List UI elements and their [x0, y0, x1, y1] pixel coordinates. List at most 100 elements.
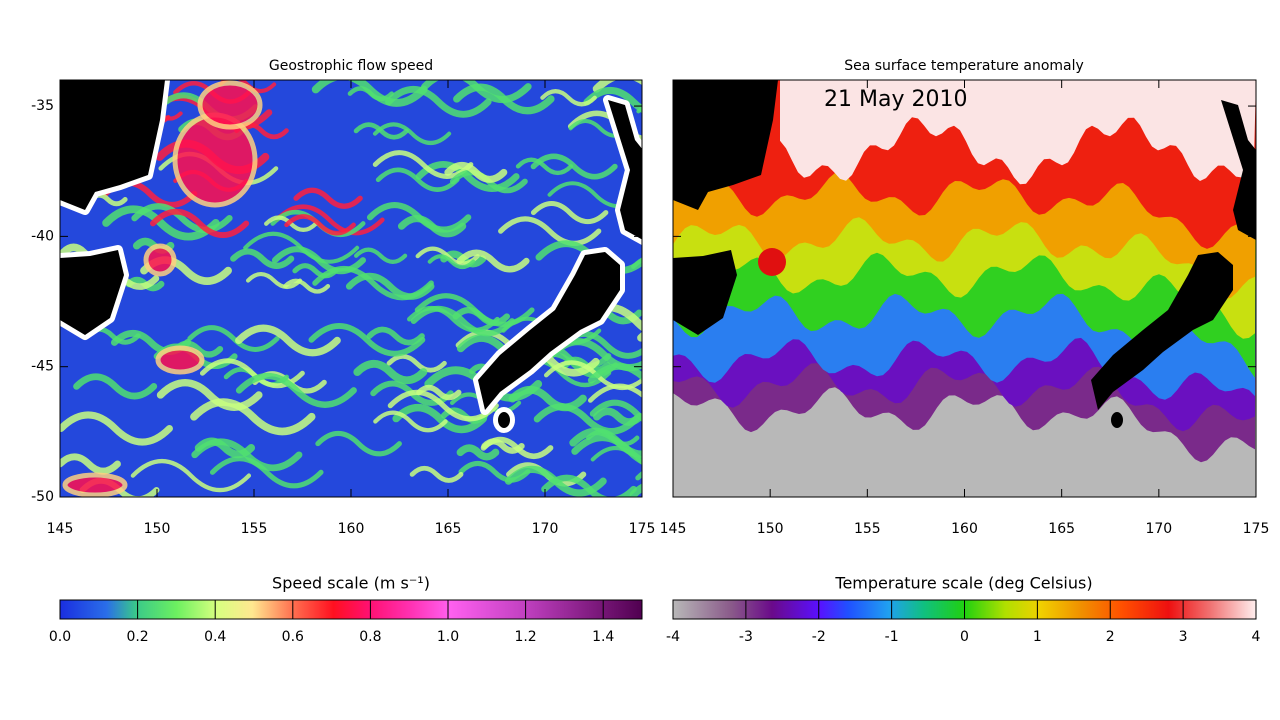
flow-swirl [416, 384, 462, 401]
flow-swirl [530, 153, 618, 180]
flow-swirl [293, 187, 363, 209]
colorbar-tick-label: 1.2 [514, 629, 536, 645]
flow-swirl [427, 254, 476, 270]
flow-swirl [385, 85, 492, 118]
x-tick-label: 160 [951, 521, 978, 537]
flow-hotspot [172, 112, 258, 208]
flow-swirl [387, 389, 499, 422]
x-tick-label: 165 [435, 521, 462, 537]
flow-swirl [149, 208, 250, 238]
flow-swirl [353, 359, 428, 385]
colorbar-tick-label: 0.6 [282, 629, 304, 645]
flow-hotspot [197, 80, 263, 130]
flow-swirl [131, 203, 233, 234]
flow-swirl [415, 160, 520, 192]
colorbar-tick-label: -2 [812, 629, 826, 645]
flow-swirl [569, 427, 642, 458]
flow-swirl [373, 410, 448, 433]
colorbar-title: Speed scale (m s⁻¹) [272, 574, 430, 593]
flow-swirl [353, 122, 409, 140]
flow-swirl [271, 246, 367, 275]
flow-swirl [533, 403, 640, 435]
colorbar-tick-label: 0 [960, 629, 969, 645]
x-tick-label: 170 [532, 521, 559, 537]
flow-hotspot [143, 243, 177, 277]
y-tick-label: -45 [31, 359, 54, 375]
flow-swirl [498, 216, 602, 246]
flow-swirl [407, 305, 500, 333]
flow-swirl [190, 398, 316, 436]
flow-swirl [230, 248, 295, 270]
colorbar-tick-label: 1.0 [437, 629, 459, 645]
flow-swirl [73, 373, 158, 400]
flow-swirl [456, 249, 530, 273]
x-tick-label: 175 [629, 521, 656, 537]
flow-swirl [456, 444, 500, 461]
flow-swirl [583, 86, 642, 114]
x-tick-label: 150 [144, 521, 171, 537]
flow-swirl [187, 325, 280, 352]
flow-swirl [156, 378, 263, 411]
flow-swirl [587, 363, 642, 384]
flow-swirl [235, 324, 341, 357]
flow-swirl [589, 399, 642, 422]
flow-swirl [410, 305, 515, 337]
flow-swirl [375, 167, 460, 192]
flow-swirl [60, 453, 121, 475]
flow-swirl [315, 430, 402, 457]
colorbar-tick-label: 1 [1033, 629, 1042, 645]
flow-swirl [540, 89, 597, 107]
colorbar-tick-label: 1.4 [592, 629, 614, 645]
flow-swirl [308, 323, 426, 357]
flow-swirl [386, 353, 447, 373]
flow-swirl [372, 122, 452, 145]
x-tick-label: 170 [1145, 521, 1172, 537]
flow-swirl [480, 436, 554, 460]
colorbar [59, 599, 643, 620]
flow-swirl [235, 372, 357, 408]
x-tick-label: 145 [660, 521, 687, 537]
x-tick-label: 155 [854, 521, 881, 537]
panel-title: Geostrophic flow speed [269, 58, 433, 74]
colorbar-tick-label: 2 [1106, 629, 1115, 645]
colorbar-tick-label: 3 [1179, 629, 1188, 645]
flow-swirl [245, 271, 303, 290]
colorbar-tick-label: -3 [739, 629, 753, 645]
flow-swirl [458, 460, 531, 483]
flow-swirl [209, 456, 324, 489]
y-tick-label: -35 [31, 98, 54, 114]
date-label: 21 May 2010 [824, 87, 967, 112]
x-tick-label: 150 [757, 521, 784, 537]
flow-swirl [274, 204, 385, 236]
colorbar-tick-label: 0.0 [49, 629, 71, 645]
flow-swirl [292, 263, 339, 279]
sst-field [673, 80, 1256, 497]
flow-swirl [60, 411, 173, 446]
x-tick-label: 155 [241, 521, 268, 537]
flow-swirl [311, 80, 428, 107]
flow-swirl [283, 278, 331, 294]
flow-swirl [284, 214, 356, 236]
colorbar-title: Temperature scale (deg Celsius) [834, 574, 1092, 593]
flow-swirl [102, 205, 220, 241]
colorbar-tick-label: -4 [666, 629, 680, 645]
sst-band [780, 80, 1256, 185]
flow-swirl [444, 161, 508, 183]
flow-swirl [587, 383, 642, 403]
flow-swirl [130, 459, 252, 493]
flow-swirl [453, 83, 555, 115]
x-tick-label: 175 [1243, 521, 1270, 537]
y-tick-label: -50 [31, 489, 54, 505]
x-tick-label: 165 [1048, 521, 1075, 537]
x-tick-label: 160 [338, 521, 365, 537]
flow-hotspot [155, 345, 205, 375]
colorbar-tick-label: 0.2 [126, 629, 148, 645]
flow-swirl [530, 201, 609, 225]
speed-field [60, 80, 642, 497]
y-tick-label: -40 [31, 228, 54, 244]
flow-swirl [366, 326, 425, 346]
flow-swirl [452, 306, 510, 326]
x-tick-label: 145 [47, 521, 74, 537]
flow-swirl [541, 474, 637, 497]
